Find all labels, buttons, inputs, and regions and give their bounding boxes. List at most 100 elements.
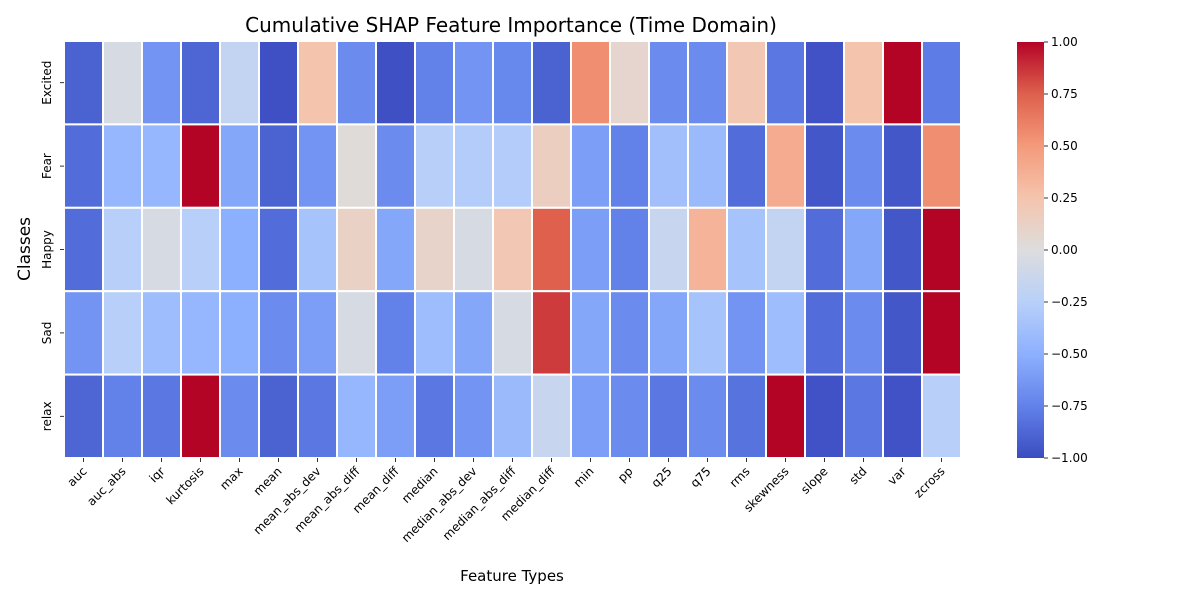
heatmap-cell-Happy-mean [259,208,298,291]
y-tick-label: relax [40,401,54,431]
heatmap-cell-relax-median_diff [532,375,571,458]
heatmap-cell-Happy-mean_abs_diff [337,208,376,291]
colorbar-ticks: 1.00 0.75 0.50 0.25 0.00 −0.25 −0.50 −0.75 −1.00 [1044,35,1088,465]
heatmap-cell-relax-pp [610,375,649,458]
heatmap-cell-Happy-var [883,208,922,291]
x-tick-label: pp [615,464,636,485]
heatmap-cell-Excited-median [415,41,454,124]
colorbar-tick-label: −0.75 [1051,399,1088,413]
heatmap-cell-Sad-kurtosis [181,291,220,374]
heatmap-cell-Fear-pp [610,124,649,207]
heatmap-cell-relax-std [844,375,883,458]
heatmap-cell-Happy-q25 [649,208,688,291]
heatmap-cell-Fear-iqr [142,124,181,207]
heatmap-cell-Sad-mean [259,291,298,374]
heatmap-cell-Fear-slope [805,124,844,207]
heatmap-cell-Sad-pp [610,291,649,374]
heatmap-cell-Excited-mean_diff [376,41,415,124]
x-tick-label: q75 [688,464,714,490]
heatmap-cell-relax-min [571,375,610,458]
heatmap-cell-Happy-kurtosis [181,208,220,291]
heatmap-cell-relax-median_abs_diff [493,375,532,458]
colorbar-tick-label: 0.75 [1051,87,1078,101]
heatmap-cell-Happy-median_abs_dev [454,208,493,291]
heatmap-cell-Sad-median_abs_dev [454,291,493,374]
x-tick-label: iqr [146,464,167,485]
heatmap-cell-Happy-auc_abs [103,208,142,291]
heatmap-cell-relax-rms [727,375,766,458]
heatmap-cell-Excited-std [844,41,883,124]
heatmap-cell-Fear-q75 [688,124,727,207]
heatmap-cell-Sad-rms [727,291,766,374]
heatmap-cell-Fear-mean_abs_dev [298,124,337,207]
y-axis-title: Classes [15,217,35,281]
colorbar-tick-label: −0.25 [1051,295,1088,309]
x-axis-title: Feature Types [460,567,564,585]
heatmap-cell-relax-mean_abs_diff [337,375,376,458]
heatmap-cell-Excited-skewness [766,41,805,124]
heatmap-cell-Happy-rms [727,208,766,291]
heatmap-cell-Excited-var [883,41,922,124]
heatmap-cell-Fear-median_abs_diff [493,124,532,207]
heatmap-cell-Fear-median_abs_dev [454,124,493,207]
heatmap-cell-Happy-max [220,208,259,291]
x-tick-label: std [847,464,870,487]
heatmap-cell-relax-iqr [142,375,181,458]
y-tick-label: Excited [40,61,54,105]
heatmap-cell-Happy-auc [64,208,103,291]
heatmap-cell-Happy-std [844,208,883,291]
heatmap-cell-Excited-mean_abs_diff [337,41,376,124]
chart-title: Cumulative SHAP Feature Importance (Time… [245,13,777,37]
x-tick-label: min [571,464,597,490]
heatmap-cell-relax-median_abs_dev [454,375,493,458]
heatmap-cell-Excited-auc [64,41,103,124]
colorbar-gradient [1017,42,1044,458]
heatmap-cell-relax-zcross [922,375,961,458]
heatmap-cell-Sad-q75 [688,291,727,374]
heatmap-cell-Happy-median_abs_diff [493,208,532,291]
heatmap-cell-Sad-median_abs_diff [493,291,532,374]
colorbar-tick-label: 1.00 [1051,35,1078,49]
heatmap-cell-Excited-rms [727,41,766,124]
heatmap-cell-relax-kurtosis [181,375,220,458]
heatmap-cell-Fear-rms [727,124,766,207]
heatmap-cell-relax-max [220,375,259,458]
heatmap-cell-Sad-slope [805,291,844,374]
heatmap-cell-relax-mean_diff [376,375,415,458]
heatmap-cell-Excited-q25 [649,41,688,124]
colorbar-tick-label: 0.00 [1051,243,1078,257]
heatmap-cell-Sad-mean_diff [376,291,415,374]
heatmap-cell-Sad-mean_abs_diff [337,291,376,374]
heatmap-cell-Fear-median_diff [532,124,571,207]
x-tick-label: max [217,464,245,492]
heatmap-cell-Fear-mean [259,124,298,207]
heatmap-cell-Excited-min [571,41,610,124]
heatmap-cell-Happy-slope [805,208,844,291]
heatmap-cell-Happy-skewness [766,208,805,291]
heatmap-cell-Sad-median_diff [532,291,571,374]
x-tick-label: rms [727,464,753,490]
heatmap-cell-Happy-iqr [142,208,181,291]
x-tick-label: auc_abs [84,464,128,508]
heatmap-cell-Excited-median_diff [532,41,571,124]
heatmap-cell-Excited-kurtosis [181,41,220,124]
heatmap-cell-Excited-slope [805,41,844,124]
heatmap-cell-Fear-std [844,124,883,207]
heatmap-cell-Excited-q75 [688,41,727,124]
heatmap-cell-Happy-min [571,208,610,291]
heatmap-cell-Sad-var [883,291,922,374]
heatmap-cell-Fear-mean_diff [376,124,415,207]
colorbar-tick-label: −1.00 [1051,451,1088,465]
heatmap-cell-Sad-max [220,291,259,374]
heatmap-cell-relax-q75 [688,375,727,458]
x-tick-label: mean_abs_dev [251,464,324,537]
heatmap-cell-Excited-mean_abs_dev [298,41,337,124]
heatmap-cell-Sad-iqr [142,291,181,374]
heatmap-cell-Sad-median [415,291,454,374]
heatmap-cell-Sad-std [844,291,883,374]
heatmap-cell-Fear-mean_abs_diff [337,124,376,207]
heatmap-cell-Sad-min [571,291,610,374]
heatmap-cell-Fear-q25 [649,124,688,207]
heatmap-cell-Fear-kurtosis [181,124,220,207]
